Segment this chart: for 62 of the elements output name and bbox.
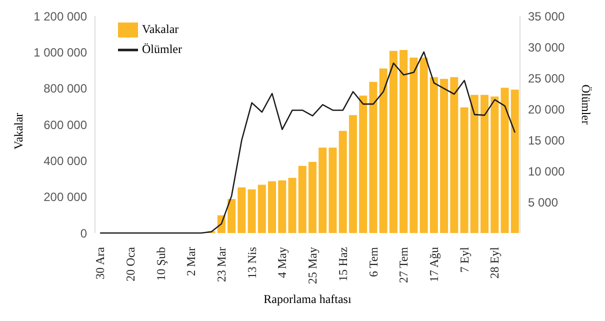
bar	[379, 68, 388, 233]
bar	[440, 78, 448, 233]
y-tick-label: 400 000	[44, 154, 88, 168]
x-tick-label: 28 Eyl	[488, 246, 502, 279]
legend-label: Vakalar	[142, 22, 179, 36]
x-tick-label: 10 Şub	[154, 247, 168, 281]
y-tick-label: 800 000	[44, 82, 88, 96]
y-tick-label: 1 200 000	[34, 9, 88, 24]
bar	[298, 166, 306, 233]
bar	[248, 189, 256, 233]
bar	[420, 58, 428, 233]
x-tick-label: 20 Oca	[123, 246, 138, 282]
y2-tick-label: 5 000	[528, 195, 558, 210]
bar	[318, 148, 327, 233]
bar	[308, 162, 316, 233]
x-tick-label: 7 Eyl	[457, 246, 472, 273]
y-axis-title: Vakalar	[11, 112, 26, 150]
y2-tick-label: 30 000	[528, 40, 566, 54]
bar	[338, 130, 347, 233]
x-tick-label: 27 Tem	[396, 246, 411, 283]
bar	[400, 50, 408, 233]
legend-label: Ölümler	[142, 42, 182, 56]
y2-tick-label: 15 000	[528, 133, 566, 148]
y2-tick-label: 10 000	[528, 164, 566, 178]
y-tick-label: 600 000	[44, 118, 88, 132]
y2-tick-label: 20 000	[528, 102, 566, 116]
bar	[258, 184, 266, 233]
bar	[410, 58, 418, 233]
bar	[228, 199, 236, 233]
y2-axis-title: Ölümler	[578, 84, 593, 124]
y-tick-label: 200 000	[44, 190, 88, 204]
x-tick-label: 13 Nis	[244, 246, 259, 279]
y-tick-label: 1 000 000	[34, 45, 88, 60]
y-tick-label: 0	[80, 226, 88, 240]
x-tick-label: 30 Ara	[93, 246, 108, 280]
bar	[430, 77, 438, 233]
bar	[359, 96, 368, 233]
y2-tick-label: 35 000	[528, 9, 566, 24]
bar	[389, 50, 398, 233]
x-tick-label: 17 Ağu	[426, 247, 441, 282]
x-axis-title: Raporlama haftası	[264, 292, 352, 306]
y2-tick-label: 25 000	[528, 71, 566, 86]
bar	[328, 148, 337, 233]
bar	[470, 94, 478, 233]
x-tick-label: 4 May	[275, 247, 290, 278]
bar	[480, 94, 489, 233]
bar	[490, 96, 499, 233]
bar	[288, 178, 296, 233]
x-tick-label: 23 Mar	[214, 247, 228, 282]
bar	[268, 181, 276, 233]
x-tick-label: 2 Mar	[184, 247, 198, 276]
bar	[238, 187, 246, 233]
bar	[369, 82, 378, 233]
x-tick-label: 15 Haz	[336, 247, 350, 282]
bar	[510, 90, 519, 233]
bar	[278, 180, 286, 233]
bar	[500, 88, 509, 233]
bar	[460, 107, 468, 233]
x-tick-label: 6 Tem	[366, 246, 380, 277]
x-tick-label: 25 May	[306, 247, 320, 284]
bar	[450, 77, 458, 233]
bar	[348, 115, 357, 233]
